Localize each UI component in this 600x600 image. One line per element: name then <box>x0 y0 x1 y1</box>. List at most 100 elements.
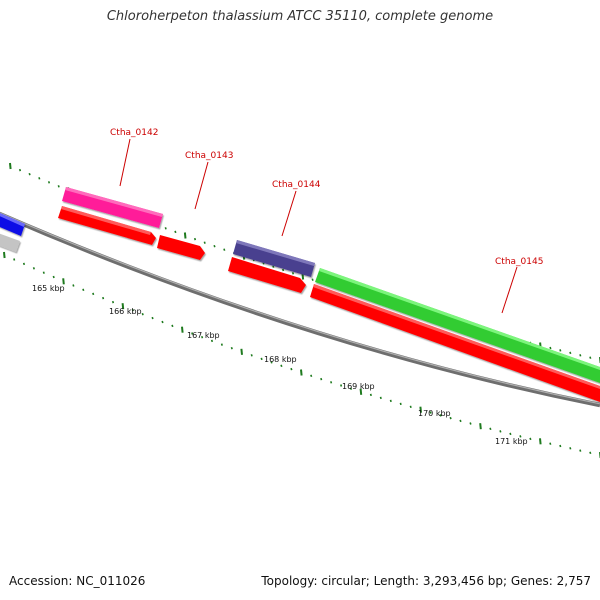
inner-ring-minor-tick <box>569 447 572 450</box>
gene-label-ctha-0145[interactable]: Ctha_0145 <box>495 257 543 267</box>
inner-ring-minor-tick <box>260 357 263 361</box>
inner-ring-minor-tick <box>220 343 223 346</box>
gene-ctha-0142-feature[interactable] <box>62 187 163 228</box>
outer-ring-minor-tick <box>579 354 582 357</box>
inner-ring-minor-tick <box>389 399 392 403</box>
cds-feature-0142[interactable] <box>58 206 156 245</box>
leader-line-0145 <box>501 266 518 314</box>
kbp-label-171: 171 kbp <box>495 437 528 446</box>
outer-ring-minor-tick <box>47 181 51 184</box>
outer-ring-minor-tick <box>559 349 562 352</box>
outer-ring-major-tick <box>9 162 12 170</box>
cds-feature-0144[interactable] <box>228 257 306 293</box>
inner-ring-major-tick <box>539 438 542 445</box>
gene-label-ctha-0142[interactable]: Ctha_0142 <box>110 128 158 138</box>
inner-ring-minor-tick <box>310 374 313 378</box>
inner-ring-minor-tick <box>349 387 353 390</box>
inner-ring-minor-tick <box>102 296 105 300</box>
gene-ctha-0145-feature[interactable] <box>315 268 600 383</box>
inner-ring-minor-tick <box>82 288 85 292</box>
inner-ring-minor-tick <box>22 262 26 266</box>
inner-ring-minor-tick <box>171 324 174 328</box>
kbp-label-169: 169 kbp <box>342 382 375 391</box>
inner-tick-ring <box>3 251 600 459</box>
inner-ring-major-tick <box>479 423 482 430</box>
inner-ring-minor-tick <box>92 292 95 296</box>
inner-ring-minor-tick <box>549 442 552 445</box>
inner-ring-minor-tick <box>201 335 204 339</box>
kbp-label-170: 170 kbp <box>418 409 451 418</box>
inner-ring-major-tick <box>181 326 184 333</box>
genome-backbone <box>0 211 600 408</box>
outer-ring-minor-tick <box>18 168 22 172</box>
inner-ring-minor-tick <box>469 422 472 425</box>
inner-ring-minor-tick <box>409 405 412 409</box>
grey-feature[interactable] <box>0 232 20 252</box>
outer-ring-minor-tick <box>589 356 592 359</box>
leader-line-0144 <box>281 190 297 237</box>
inner-ring-minor-tick <box>72 284 75 287</box>
leader-line-0143 <box>194 161 209 210</box>
kbp-label-166: 166 kbp <box>109 307 142 316</box>
inner-ring-minor-tick <box>280 364 283 368</box>
kbp-label-165: 165 kbp <box>32 284 65 293</box>
inner-ring-minor-tick <box>399 402 402 406</box>
inner-ring-minor-tick <box>131 308 134 312</box>
outer-ring-minor-tick <box>569 351 572 355</box>
inner-ring-minor-tick <box>449 416 452 420</box>
inner-ring-major-tick <box>3 251 6 259</box>
map-title: Chloroherpeton thalassium ATCC 35110, co… <box>106 9 494 24</box>
inner-ring-minor-tick <box>429 411 432 414</box>
inner-ring-minor-tick <box>151 316 154 320</box>
inner-ring-major-tick <box>121 303 125 310</box>
outer-ring-minor-tick <box>549 346 552 350</box>
inner-ring-minor-tick <box>529 437 532 441</box>
cds-feature-0145[interactable] <box>310 284 600 402</box>
outer-ring-minor-tick <box>311 278 314 281</box>
inner-ring-minor-tick <box>519 435 522 438</box>
inner-ring-minor-tick <box>111 300 115 304</box>
inner-ring-minor-tick <box>439 414 442 417</box>
outer-ring-minor-tick <box>193 237 197 241</box>
gene-ctha-0144-feature[interactable] <box>233 240 315 277</box>
gene-label-ctha-0144[interactable]: Ctha_0144 <box>272 180 321 190</box>
outer-ring-minor-tick <box>272 265 275 268</box>
inner-ring-minor-tick <box>379 396 382 400</box>
kbp-label-168: 168 kbp <box>264 355 297 364</box>
inner-ring-minor-tick <box>489 427 492 431</box>
inner-ring-minor-tick <box>330 381 333 384</box>
outer-ring-minor-tick <box>38 177 41 180</box>
outer-ring-minor-tick <box>213 244 216 248</box>
inner-ring-minor-tick <box>161 320 164 324</box>
inner-ring-major-tick <box>359 388 363 395</box>
gene-label-ctha-0143[interactable]: Ctha_0143 <box>185 151 233 161</box>
inner-ring-major-tick <box>62 278 65 285</box>
accession-text: Accession: NC_011026 <box>9 574 146 588</box>
outer-ring-minor-tick <box>174 230 177 234</box>
inner-ring-minor-tick <box>559 444 562 448</box>
inner-ring-major-tick <box>240 348 243 355</box>
inner-ring-minor-tick <box>52 275 55 279</box>
inner-ring-minor-tick <box>13 258 16 261</box>
inner-ring-minor-tick <box>340 384 343 387</box>
inner-ring-minor-tick <box>509 432 512 436</box>
outer-ring-minor-tick <box>282 268 285 272</box>
inner-ring-minor-tick <box>459 419 462 423</box>
leader-line-0142 <box>119 138 131 187</box>
inner-ring-minor-tick <box>579 449 582 452</box>
inner-ring-minor-tick <box>320 377 323 381</box>
kbp-label-167: 167 kbp <box>187 331 220 340</box>
inner-ring-major-tick <box>419 406 422 413</box>
inner-ring-minor-tick <box>141 312 144 316</box>
inner-ring-minor-tick <box>191 332 194 335</box>
cds-feature-0143[interactable] <box>157 235 205 260</box>
inner-ring-minor-tick <box>32 267 35 270</box>
inner-ring-minor-tick <box>42 271 45 274</box>
inner-ring-minor-tick <box>230 346 233 350</box>
outer-ring-minor-tick <box>164 227 167 230</box>
inner-ring-minor-tick <box>250 354 253 357</box>
outer-ring-major-tick <box>183 232 187 239</box>
inner-ring-minor-tick <box>210 339 214 343</box>
inner-ring-minor-tick <box>499 430 502 433</box>
